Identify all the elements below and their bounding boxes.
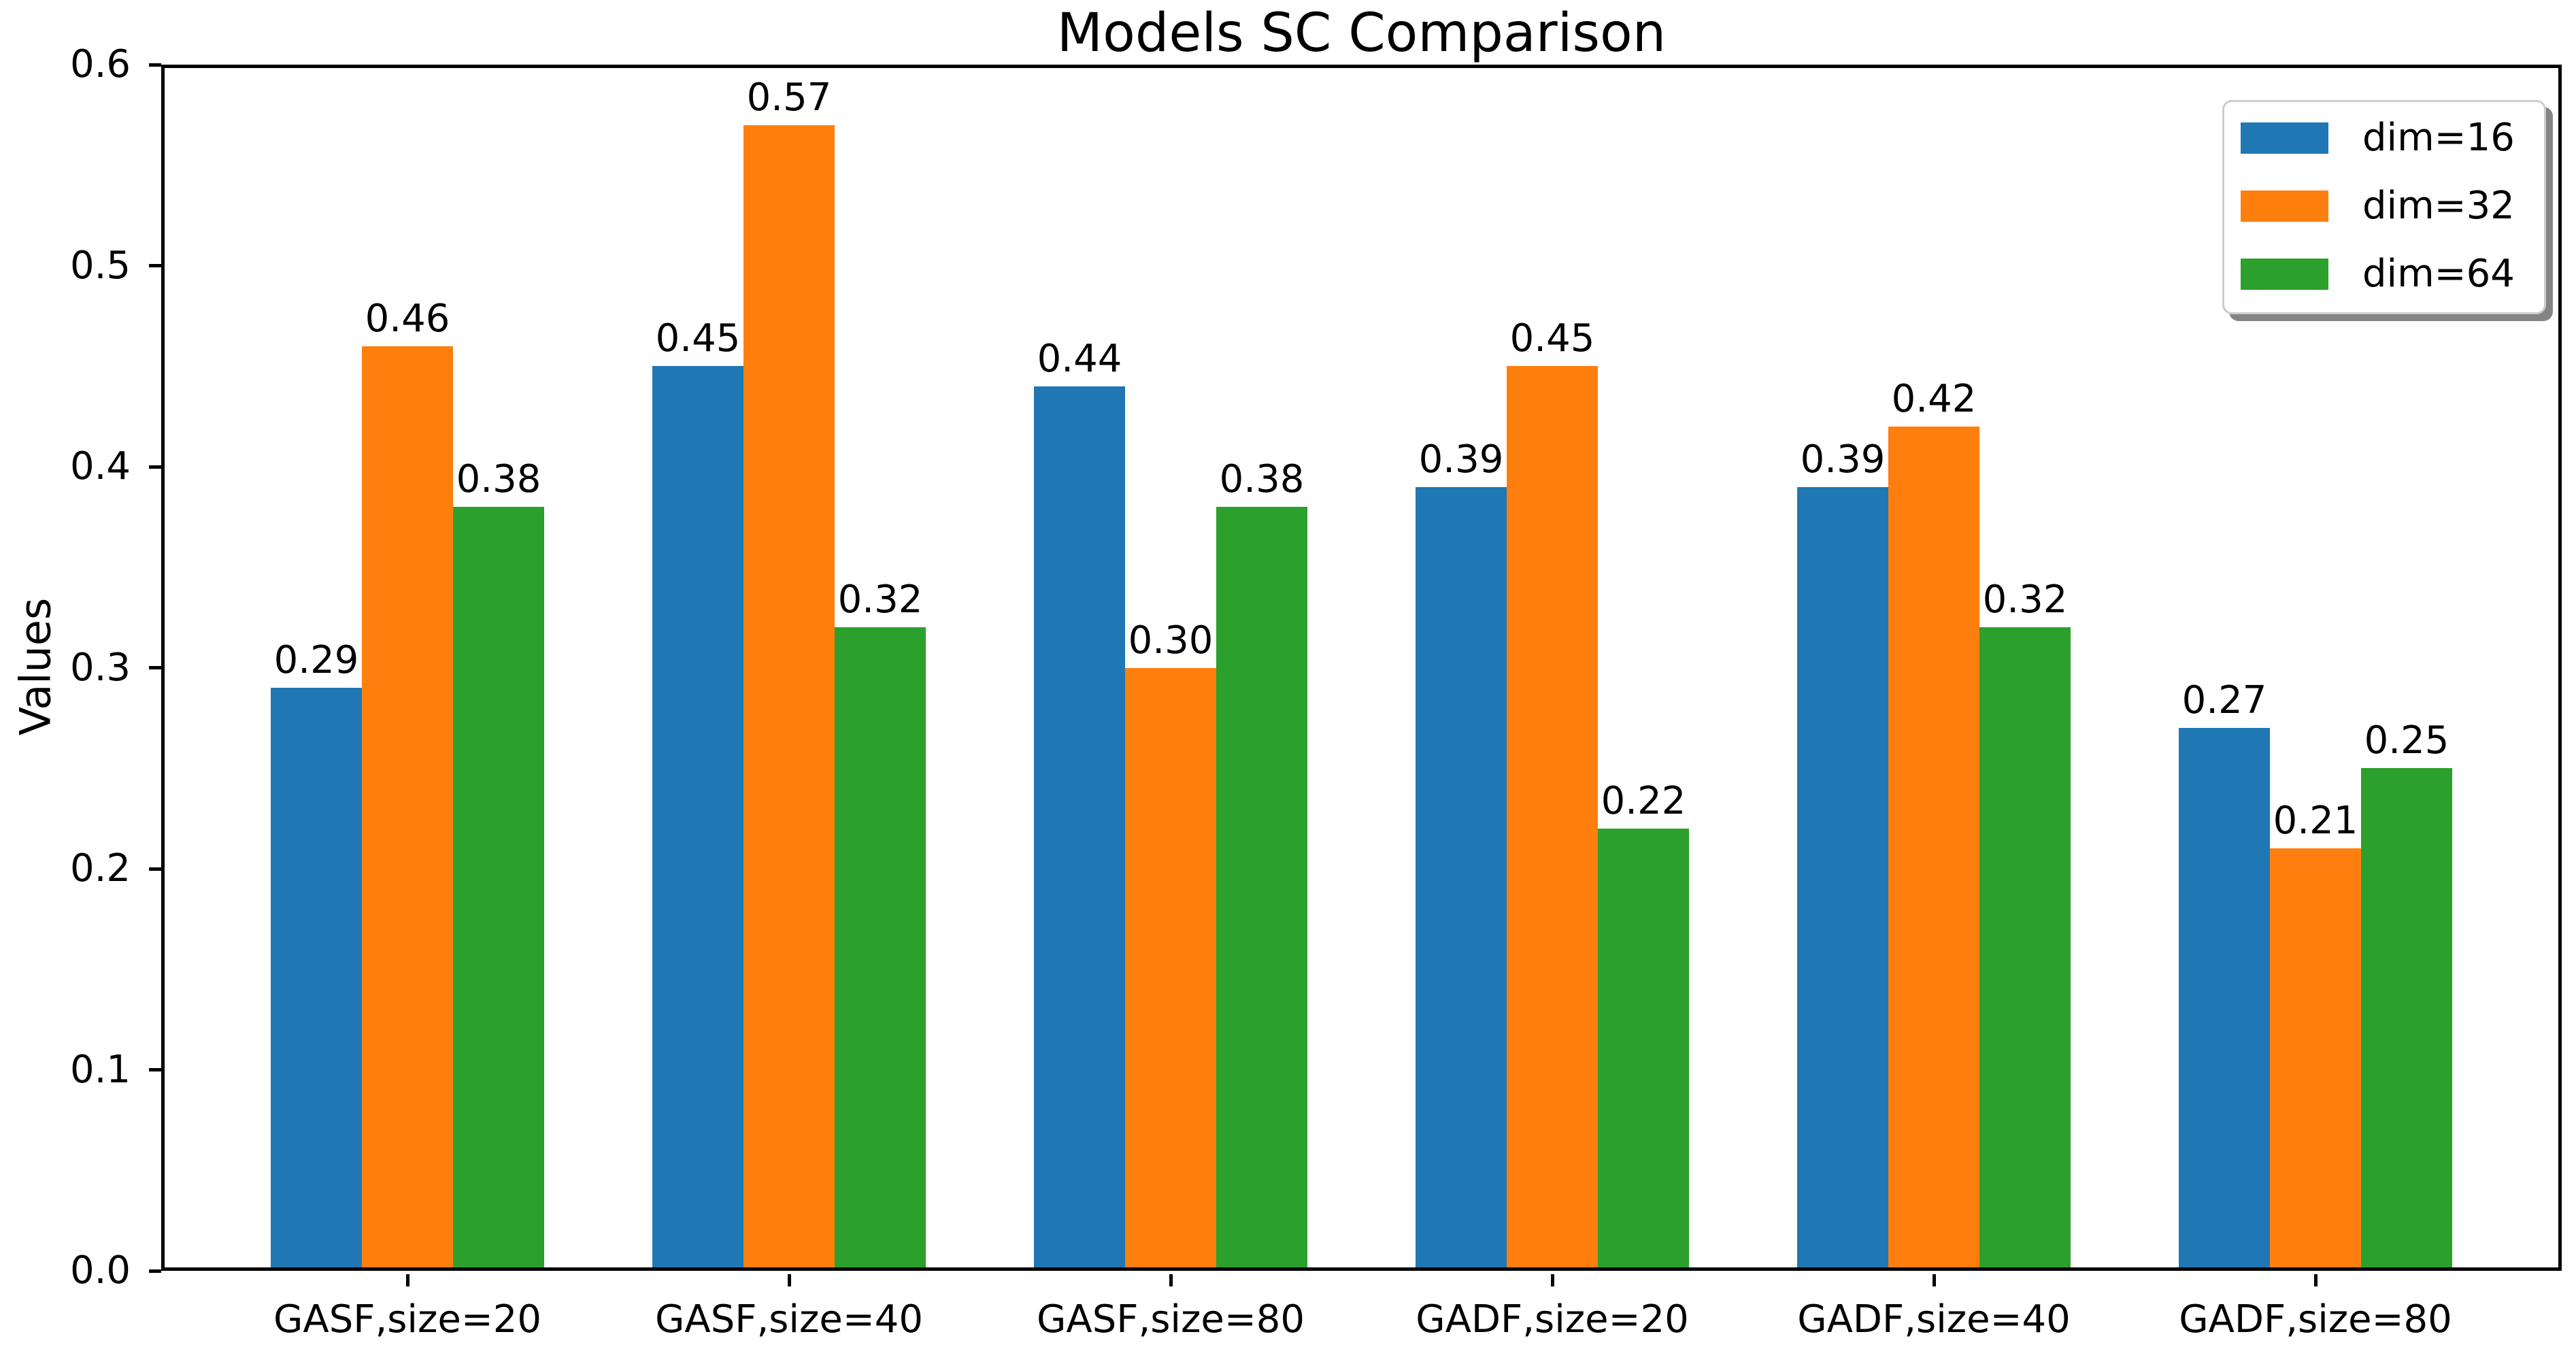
bar-value-label: 0.22	[1601, 778, 1686, 823]
bar-dim-16-group-6	[2179, 728, 2270, 1271]
bar-value-label: 0.32	[837, 578, 923, 622]
y-tick-mark	[149, 264, 161, 267]
legend-label: dim=32	[2362, 184, 2515, 228]
x-tick-mark	[1169, 1274, 1173, 1286]
y-tick-mark	[149, 1269, 161, 1273]
bar-value-label: 0.45	[1509, 316, 1595, 361]
x-tick-label: GADF,size=80	[2179, 1297, 2452, 1342]
y-tick-mark	[149, 867, 161, 871]
bar-dim-32-group-2	[743, 124, 835, 1271]
y-tick-label: 0.6	[69, 42, 131, 86]
bar-value-label: 0.32	[1982, 578, 2068, 622]
bar-value-label: 0.30	[1128, 618, 1214, 663]
bar-dim-64-group-3	[1216, 507, 1307, 1271]
x-tick-label: GASF,size=80	[1036, 1297, 1305, 1342]
bar-value-label: 0.44	[1037, 336, 1122, 381]
legend: dim=16 dim=32 dim=64	[2222, 100, 2546, 314]
legend-swatch-dim-64	[2241, 259, 2328, 290]
bar-dim-16-group-3	[1034, 386, 1125, 1271]
bar-dim-32-group-6	[2270, 848, 2361, 1271]
bar-dim-64-group-1	[453, 507, 544, 1271]
x-tick-mark	[2313, 1274, 2318, 1286]
bar-value-label: 0.39	[1800, 437, 1886, 482]
bar-dim-16-group-5	[1797, 486, 1888, 1271]
y-tick-label: 0.4	[69, 444, 131, 488]
x-tick-label: GADF,size=20	[1416, 1297, 1689, 1342]
bar-value-label: 0.39	[1418, 437, 1504, 482]
y-tick-label: 0.2	[69, 846, 131, 891]
legend-swatch-dim-32	[2241, 190, 2328, 222]
bar-value-label: 0.57	[746, 75, 832, 120]
bar-dim-64-group-2	[835, 627, 926, 1271]
bar-dim-64-group-5	[1979, 627, 2071, 1271]
x-tick-mark	[787, 1274, 791, 1286]
bar-dim-16-group-4	[1416, 486, 1507, 1271]
y-tick-label: 0.5	[69, 243, 131, 288]
legend-label: dim=16	[2362, 116, 2515, 160]
legend-swatch-dim-16	[2241, 122, 2328, 154]
y-tick-mark	[149, 1068, 161, 1071]
x-tick-mark	[1932, 1274, 1936, 1286]
x-tick-label: GADF,size=40	[1797, 1297, 2071, 1342]
x-tick-label: GASF,size=40	[654, 1297, 924, 1342]
bar-dim-16-group-2	[652, 366, 743, 1271]
y-tick-label: 0.3	[69, 645, 131, 690]
bar-dim-16-group-1	[271, 688, 362, 1271]
bar-value-label: 0.45	[655, 316, 741, 361]
x-tick-mark	[1550, 1274, 1554, 1286]
y-tick-mark	[149, 63, 161, 67]
chart-title: Models SC Comparison	[1056, 3, 1667, 64]
bar-dim-32-group-4	[1507, 366, 1598, 1271]
bar-value-label: 0.25	[2364, 718, 2449, 763]
bar-value-label: 0.27	[2181, 678, 2267, 723]
y-tick-mark	[149, 465, 161, 469]
bar-dim-32-group-3	[1125, 667, 1216, 1271]
y-tick-mark	[149, 666, 161, 669]
bar-value-label: 0.42	[1891, 376, 1977, 421]
bar-dim-64-group-6	[2361, 768, 2452, 1271]
y-tick-label: 0.1	[69, 1047, 131, 1092]
bar-value-label: 0.46	[365, 296, 450, 341]
bar-dim-32-group-5	[1888, 426, 1979, 1271]
x-tick-label: GASF,size=20	[273, 1297, 542, 1342]
bar-dim-64-group-4	[1598, 828, 1689, 1271]
bar-value-label: 0.21	[2273, 799, 2358, 844]
bar-value-label: 0.38	[456, 457, 541, 502]
x-tick-mark	[405, 1274, 409, 1286]
legend-label: dim=64	[2362, 252, 2515, 296]
bar-value-label: 0.29	[273, 638, 359, 683]
bar-value-label: 0.38	[1219, 457, 1305, 502]
y-tick-label: 0.0	[69, 1248, 131, 1293]
bar-dim-32-group-1	[362, 346, 453, 1271]
